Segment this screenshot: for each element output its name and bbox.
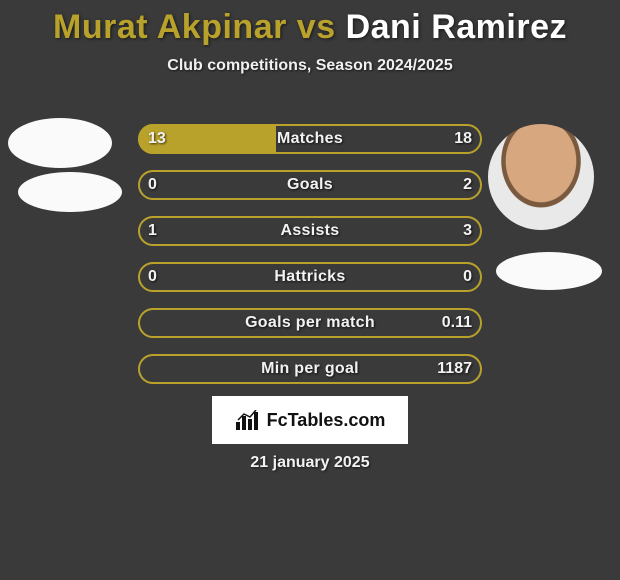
player2-club-placeholder [496,252,602,290]
stat-value-player2: 18 [454,124,472,154]
stat-label: Goals [138,170,482,200]
stat-value-player2: 3 [463,216,472,246]
stat-row: Min per goal1187 [138,354,482,384]
stat-row: Goals per match0.11 [138,308,482,338]
comparison-title: Murat Akpinar vs Dani Ramirez [0,0,620,47]
site-logo: FcTables.com [212,396,408,444]
stat-value-player1: 13 [148,124,166,154]
player2-avatar [488,124,594,230]
stat-value-player1: 1 [148,216,157,246]
stat-label: Goals per match [138,308,482,338]
stat-row: Goals0 2 [138,170,482,200]
player2-name: Dani Ramirez [346,8,567,46]
stat-value-player2: 2 [463,170,472,200]
stat-row: Assists1 3 [138,216,482,246]
bar-chart-icon [235,410,261,430]
comparison-bars: Matches1318Goals02Assists13Hattricks00Go… [138,124,482,400]
stat-label: Matches [138,124,482,154]
stat-value-player2: 1187 [437,354,472,384]
stat-value-player1: 0 [148,170,157,200]
logo-text: FcTables.com [267,410,386,431]
stat-value-player1: 0 [148,262,157,292]
stat-label: Assists [138,216,482,246]
stat-value-player2: 0.11 [442,308,472,338]
stat-value-player2: 0 [463,262,472,292]
player1-avatar-placeholder-1 [8,118,112,168]
stat-row: Hattricks0 0 [138,262,482,292]
stat-label: Min per goal [138,354,482,384]
stat-label: Hattricks [138,262,482,292]
subtitle: Club competitions, Season 2024/2025 [0,57,620,75]
player1-name: Murat Akpinar [53,8,287,46]
snapshot-date: 21 january 2025 [0,454,620,472]
stat-row: Matches13 18 [138,124,482,154]
vs-text: vs [297,8,336,46]
player1-avatar-placeholder-2 [18,172,122,212]
